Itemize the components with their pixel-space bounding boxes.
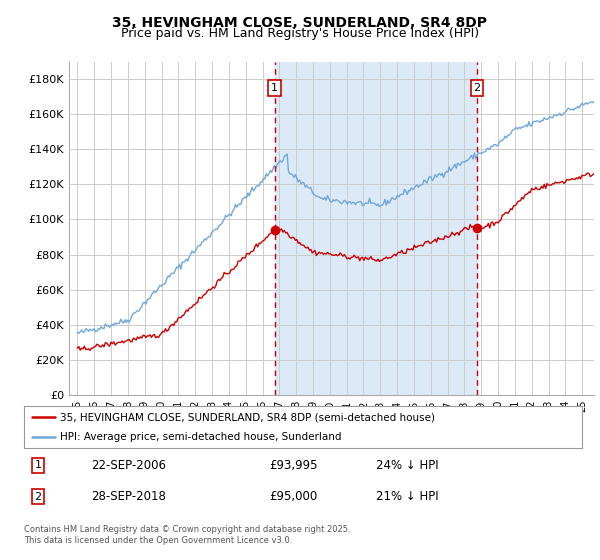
Text: Price paid vs. HM Land Registry's House Price Index (HPI): Price paid vs. HM Land Registry's House … — [121, 27, 479, 40]
Text: 21% ↓ HPI: 21% ↓ HPI — [376, 490, 438, 503]
Text: £93,995: £93,995 — [269, 459, 318, 472]
Text: 2: 2 — [473, 83, 481, 93]
Bar — [275, 62, 477, 395]
Text: HPI: Average price, semi-detached house, Sunderland: HPI: Average price, semi-detached house,… — [60, 432, 342, 442]
Text: 2: 2 — [34, 492, 41, 502]
Text: £95,000: £95,000 — [269, 490, 318, 503]
Text: 28-SEP-2018: 28-SEP-2018 — [91, 490, 166, 503]
Text: 35, HEVINGHAM CLOSE, SUNDERLAND, SR4 8DP: 35, HEVINGHAM CLOSE, SUNDERLAND, SR4 8DP — [113, 16, 487, 30]
Text: Contains HM Land Registry data © Crown copyright and database right 2025.
This d: Contains HM Land Registry data © Crown c… — [24, 525, 350, 545]
Text: 1: 1 — [34, 460, 41, 470]
Text: 35, HEVINGHAM CLOSE, SUNDERLAND, SR4 8DP (semi-detached house): 35, HEVINGHAM CLOSE, SUNDERLAND, SR4 8DP… — [60, 412, 435, 422]
Text: 1: 1 — [271, 83, 278, 93]
Text: 24% ↓ HPI: 24% ↓ HPI — [376, 459, 438, 472]
Text: 22-SEP-2006: 22-SEP-2006 — [91, 459, 166, 472]
